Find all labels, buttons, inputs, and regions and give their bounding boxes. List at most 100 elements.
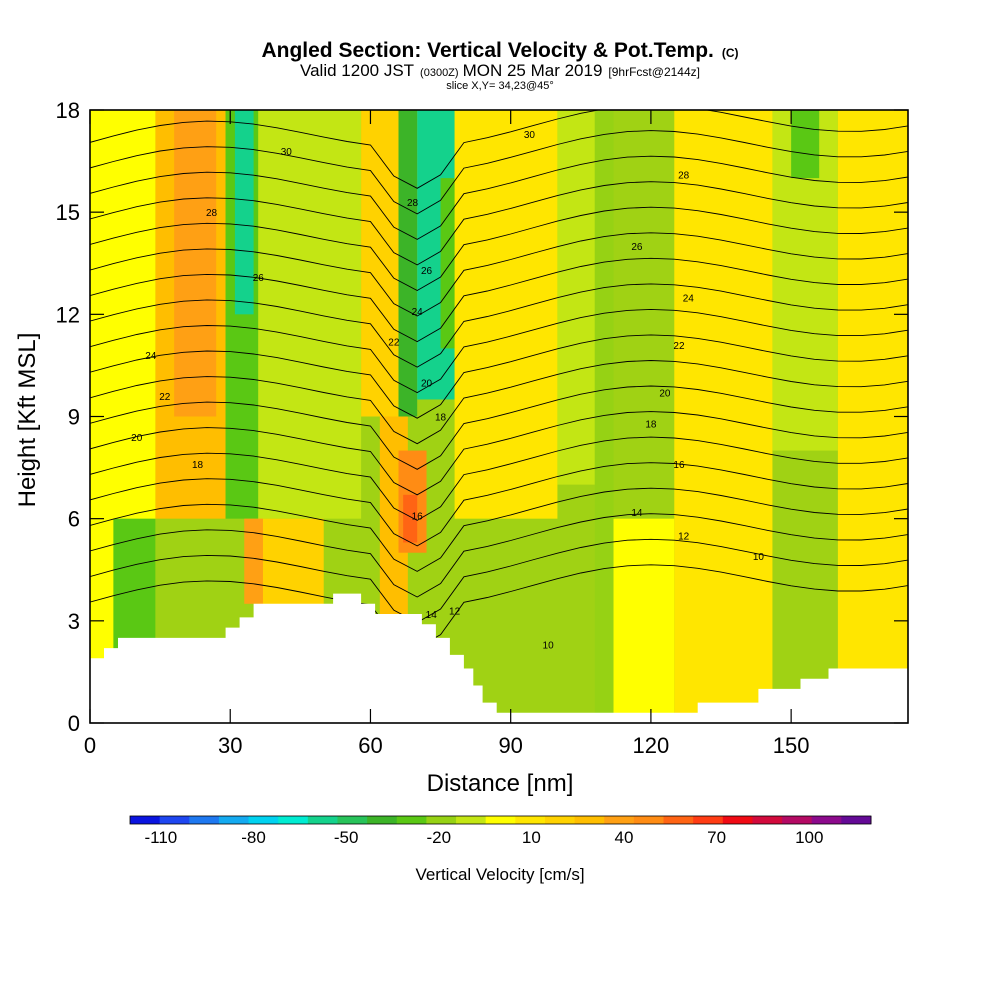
y-tick-label: 18 (56, 98, 80, 123)
theta-contours (90, 110, 908, 649)
theta-contour (90, 110, 908, 189)
theta-contour (90, 360, 908, 445)
y-tick-label: 3 (68, 609, 80, 634)
colorbar-swatch (722, 816, 753, 824)
contour-label: 26 (631, 242, 643, 253)
velocity-cell-12 (398, 110, 418, 417)
theta-contour (90, 283, 908, 368)
colorbar-swatch (841, 816, 872, 824)
velocity-cell-23 (113, 518, 156, 655)
chart-subtitle: Valid 1200 JST (0300Z) MON 25 Mar 2019 [9hr… (300, 61, 700, 80)
colorbar-swatch (485, 816, 516, 824)
colorbar-label: 40 (615, 828, 634, 847)
plot-area: 30 28 26 24 22 20 18 28 26 24 22 20 18 16 14 12 10 30 28 26… (90, 110, 908, 723)
theta-contour (90, 181, 908, 266)
colorbar-swatch (663, 816, 694, 824)
contour-label: 12 (449, 607, 461, 618)
colorbar-label: -20 (426, 828, 451, 847)
velocity-cell-5 (258, 110, 362, 519)
theta-contour (90, 334, 908, 419)
contour-label: 22 (388, 338, 400, 349)
contour-label: 28 (206, 208, 218, 219)
velocity-cell-18 (613, 518, 675, 723)
colorbar-swatch (426, 816, 457, 824)
colorbar-swatch (633, 816, 665, 824)
contour-label: 22 (159, 392, 171, 403)
y-tick-label: 9 (68, 405, 80, 430)
velocity-cell-11 (403, 494, 418, 543)
colorbar-label: -110 (144, 828, 177, 847)
x-tick-label: 60 (358, 733, 382, 758)
contour-label: 18 (192, 460, 204, 471)
x-tick-label: 90 (498, 733, 522, 758)
contour-label: 24 (145, 351, 157, 362)
colorbar-swatch (752, 816, 783, 824)
contour-label: 26 (253, 273, 265, 284)
colorbar-swatch (604, 816, 635, 824)
theta-contour (90, 436, 908, 521)
velocity-cell-2 (174, 110, 217, 417)
theta-contour (90, 462, 908, 547)
x-axis-title: Distance [nm] (427, 770, 574, 797)
colorbar-swatch (574, 816, 605, 824)
velocity-cell-7 (244, 518, 263, 604)
colorbar: -110 -80 -50 -20 10 40 70 100 (129, 815, 872, 847)
chart-title: Angled Section: Vertical Velocity & Pot.… (261, 39, 738, 62)
velocity-cell-8 (361, 110, 399, 417)
velocity-cell-4 (234, 110, 254, 315)
contour-label: 22 (673, 341, 685, 352)
colorbar-label: 70 (707, 828, 726, 847)
terrain-mask (90, 593, 908, 723)
colorbar-label: 100 (795, 828, 823, 847)
theta-contour (90, 206, 908, 292)
colorbar-title: Vertical Velocity [cm/s] (415, 865, 584, 884)
colorbar-swatch (337, 816, 368, 824)
colorbar-swatch (782, 816, 813, 824)
contour-label: 10 (543, 641, 555, 652)
colorbar-swatch (130, 816, 161, 824)
chart-slice-info: slice X,Y= 34,23@45° (446, 80, 554, 92)
contour-label: 20 (131, 433, 143, 444)
theta-contour (90, 232, 908, 317)
contour-label: 14 (426, 610, 438, 621)
contour-label: 30 (281, 147, 293, 158)
velocity-cell-15 (454, 110, 558, 519)
theta-contour (90, 155, 908, 240)
colorbar-label: -80 (241, 828, 266, 847)
contour-label: 16 (412, 511, 424, 522)
contour-label: 10 (753, 552, 765, 563)
theta-contour (90, 257, 908, 343)
contour-label: 20 (421, 378, 433, 389)
velocity-cell-19 (674, 110, 773, 723)
contour-label: 18 (435, 413, 447, 424)
velocity-cell-16 (557, 110, 595, 485)
colorbar-swatch (248, 816, 279, 824)
theta-contour (90, 538, 908, 624)
theta-contour (90, 564, 908, 649)
contour-label: 20 (659, 389, 671, 400)
colorbar-swatch (693, 816, 724, 824)
y-axis-title: Height [Kft MSL] (14, 333, 41, 508)
theta-contour (90, 385, 908, 470)
colorbar-swatch (189, 816, 220, 824)
y-tick-label: 0 (68, 711, 80, 736)
x-tick-label: 30 (218, 733, 242, 758)
colorbar-swatch (811, 816, 842, 824)
colorbar-swatch (159, 816, 190, 824)
x-tick-label: 120 (633, 733, 670, 758)
colorbar-swatch (367, 816, 398, 824)
velocity-cell-21 (791, 110, 820, 179)
contour-labels: 30 28 26 24 22 20 18 28 26 24 22 20 18 16 14 12 10 30 28 26… (131, 130, 764, 652)
x-tick-label: 0 (84, 733, 96, 758)
colorbar-swatch (456, 816, 487, 824)
theta-contour (90, 308, 908, 394)
theta-contour (90, 130, 908, 215)
y-tick-label: 12 (56, 302, 80, 327)
theta-contour (90, 411, 908, 496)
contour-label: 18 (645, 419, 657, 430)
colorbar-swatch (515, 816, 546, 824)
colorbar-label: 10 (522, 828, 541, 847)
theta-contour (90, 487, 908, 572)
x-tick-label: 150 (773, 733, 810, 758)
